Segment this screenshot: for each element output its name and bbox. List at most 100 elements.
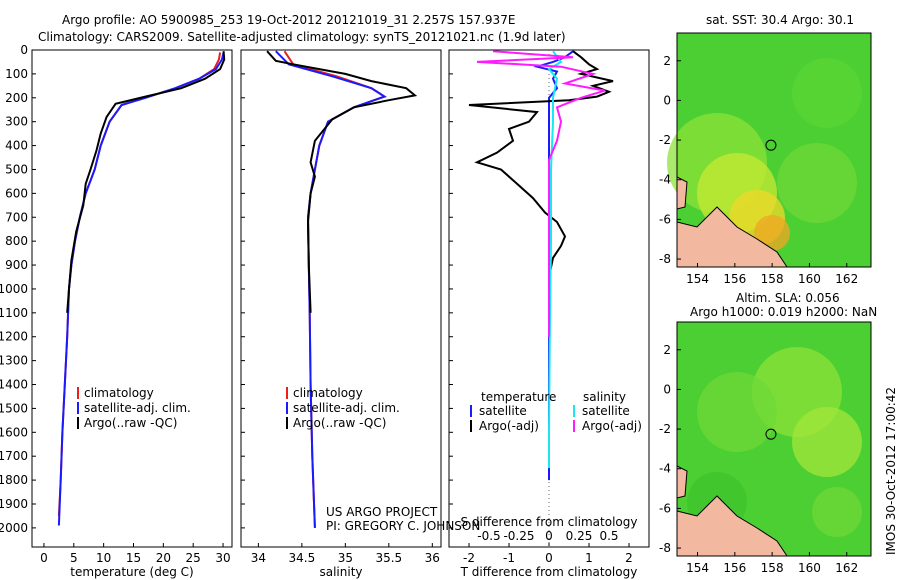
map-field-blob (777, 143, 857, 223)
argo-float-marker (765, 139, 777, 151)
map-y-tick-label: 0 (663, 93, 671, 107)
y-tick-label: 1500 (0, 401, 28, 415)
series-line-1-0 (283, 50, 387, 528)
y-tick-label: 400 (5, 139, 28, 153)
x-tick-label: 35 (338, 551, 353, 565)
map-x-tick-label: 156 (723, 561, 746, 575)
map-field-blob (697, 372, 777, 452)
series-line-0-1 (57, 52, 225, 526)
map-y-tick-label: -4 (659, 462, 671, 476)
y-tick-label: 1000 (0, 282, 28, 296)
series-line-2-3 (476, 50, 606, 337)
sla-map-title-line1: Altim. SLA: 0.056 (736, 291, 840, 305)
t-diff-tick-label: 0 (545, 551, 553, 565)
map-x-tick-label: 156 (723, 272, 746, 286)
x-tick-label: 5 (70, 551, 78, 565)
legend-label: Argo(..raw -QC) (84, 416, 177, 430)
t-diff-tick-label: 2 (625, 551, 633, 565)
map-field-blob (792, 407, 862, 477)
map-y-tick-label: 2 (663, 343, 671, 357)
legend-heading: temperature (481, 390, 556, 404)
y-tick-label: 1400 (0, 378, 28, 392)
series-line-2-0 (533, 50, 574, 481)
y-tick-label: 1600 (0, 425, 28, 439)
map-1 (667, 32, 872, 268)
map-x-tick-label: 162 (835, 272, 858, 286)
panel-frame-2 (240, 49, 442, 548)
x-tick-label: 36 (425, 551, 440, 565)
y-tick-label: 100 (5, 67, 28, 81)
y-tick-label: 1700 (0, 449, 28, 463)
map-frame (676, 321, 872, 557)
x-tick-label: 15 (126, 551, 141, 565)
y-tick-label: 900 (5, 258, 28, 272)
map-y-tick-label: 2 (663, 54, 671, 68)
y-tick-label: 1300 (0, 354, 28, 368)
map-field-blob (754, 215, 790, 251)
y-tick-label: 1800 (0, 473, 28, 487)
map-y-tick-label: 0 (663, 382, 671, 396)
s-diff-tick-label: 0.5 (599, 529, 618, 543)
x-tick-label: 34 (251, 551, 266, 565)
series-line-1-2 (266, 50, 418, 313)
series-line-0-0 (57, 52, 222, 516)
sst-map-title: sat. SST: 30.4 Argo: 30.1 (706, 13, 855, 27)
sla-map-title-line2: Argo h1000: 0.019 h2000: NaN (690, 305, 878, 319)
t-diff-tick-label: 1 (585, 551, 593, 565)
legend-label: satellite (582, 404, 630, 418)
y-tick-label: 1100 (0, 306, 28, 320)
series-line-1-1 (275, 50, 387, 528)
s-diff-tick-label: -0.5 (477, 529, 500, 543)
argo-float-marker (765, 428, 777, 440)
map-x-tick-label: 160 (798, 272, 821, 286)
legend-label: climatology (293, 386, 363, 400)
s-diff-tick-label: -0.25 (503, 529, 534, 543)
y-tick-label: 0 (20, 43, 28, 57)
land-polygon (676, 176, 688, 210)
y-tick-label: 200 (5, 91, 28, 105)
y-tick-label: 700 (5, 210, 28, 224)
map-y-tick-label: -2 (659, 422, 671, 436)
s-diff-tick-label: 0.25 (566, 529, 593, 543)
map-y-tick-label: -4 (659, 173, 671, 187)
legend-label: satellite-adj. clim. (84, 401, 191, 415)
y-tick-label: 1900 (0, 497, 28, 511)
map-x-tick-label: 158 (761, 561, 784, 575)
map-y-tick-label: -2 (659, 133, 671, 147)
legend-label: climatology (84, 386, 154, 400)
map-y-tick-label: -8 (659, 252, 671, 266)
land-polygon (676, 465, 688, 499)
t-diff-tick-label: -2 (463, 551, 475, 565)
map-x-tick-label: 162 (835, 561, 858, 575)
x-axis-label: temperature (deg C) (70, 565, 193, 579)
x-tick-label: 10 (96, 551, 111, 565)
t-diff-axis-label: T difference from climatology (460, 565, 638, 579)
x-tick-label: 35.5 (375, 551, 402, 565)
y-tick-label: 500 (5, 162, 28, 176)
series-line-0-2 (66, 51, 226, 313)
legend-label: satellite-adj. clim. (293, 401, 400, 415)
map-y-tick-label: -8 (659, 541, 671, 555)
map-y-tick-label: -6 (659, 501, 671, 515)
legend-label: Argo(-adj) (582, 419, 642, 433)
series-line-2-1 (468, 50, 614, 313)
x-axis-label: salinity (319, 565, 362, 579)
s-diff-tick-label: 0 (545, 529, 553, 543)
map-frame (676, 32, 872, 268)
x-tick-label: 20 (156, 551, 171, 565)
map-field-blob (792, 58, 862, 128)
legend-label: Argo(-adj) (479, 419, 539, 433)
timestamp-stamp: IMOS 30-Oct-2012 17:00:42 (884, 386, 898, 555)
t-diff-tick-label: -1 (503, 551, 515, 565)
x-tick-label: 0 (40, 551, 48, 565)
map-x-tick-label: 160 (798, 561, 821, 575)
chart-title-line2: Climatology: CARS2009. Satellite-adjuste… (38, 30, 566, 44)
map-2 (676, 321, 872, 557)
x-tick-label: 34.5 (289, 551, 316, 565)
y-tick-label: 600 (5, 186, 28, 200)
y-tick-label: 800 (5, 234, 28, 248)
x-tick-label: 25 (186, 551, 201, 565)
legend-heading: salinity (583, 390, 626, 404)
pi-annotation-line1: US ARGO PROJECT (326, 505, 438, 519)
